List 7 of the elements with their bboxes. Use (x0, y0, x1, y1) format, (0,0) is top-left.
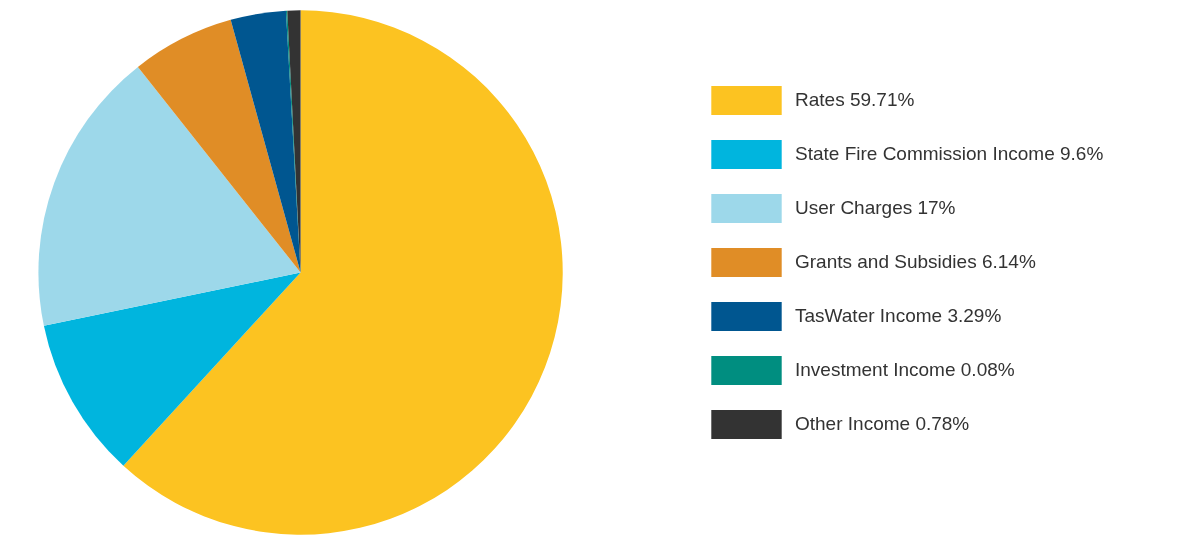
legend-label: TasWater Income 3.29% (795, 305, 1002, 327)
legend-label: Investment Income 0.08% (795, 359, 1015, 381)
legend-label: Rates 59.71% (795, 89, 915, 111)
legend-label: Grants and Subsidies 6.14% (795, 251, 1036, 273)
legend-label: State Fire Commission Income 9.6% (795, 143, 1104, 165)
legend-label: User Charges 17% (795, 197, 956, 219)
legend-label: Other Income 0.78% (795, 413, 970, 435)
